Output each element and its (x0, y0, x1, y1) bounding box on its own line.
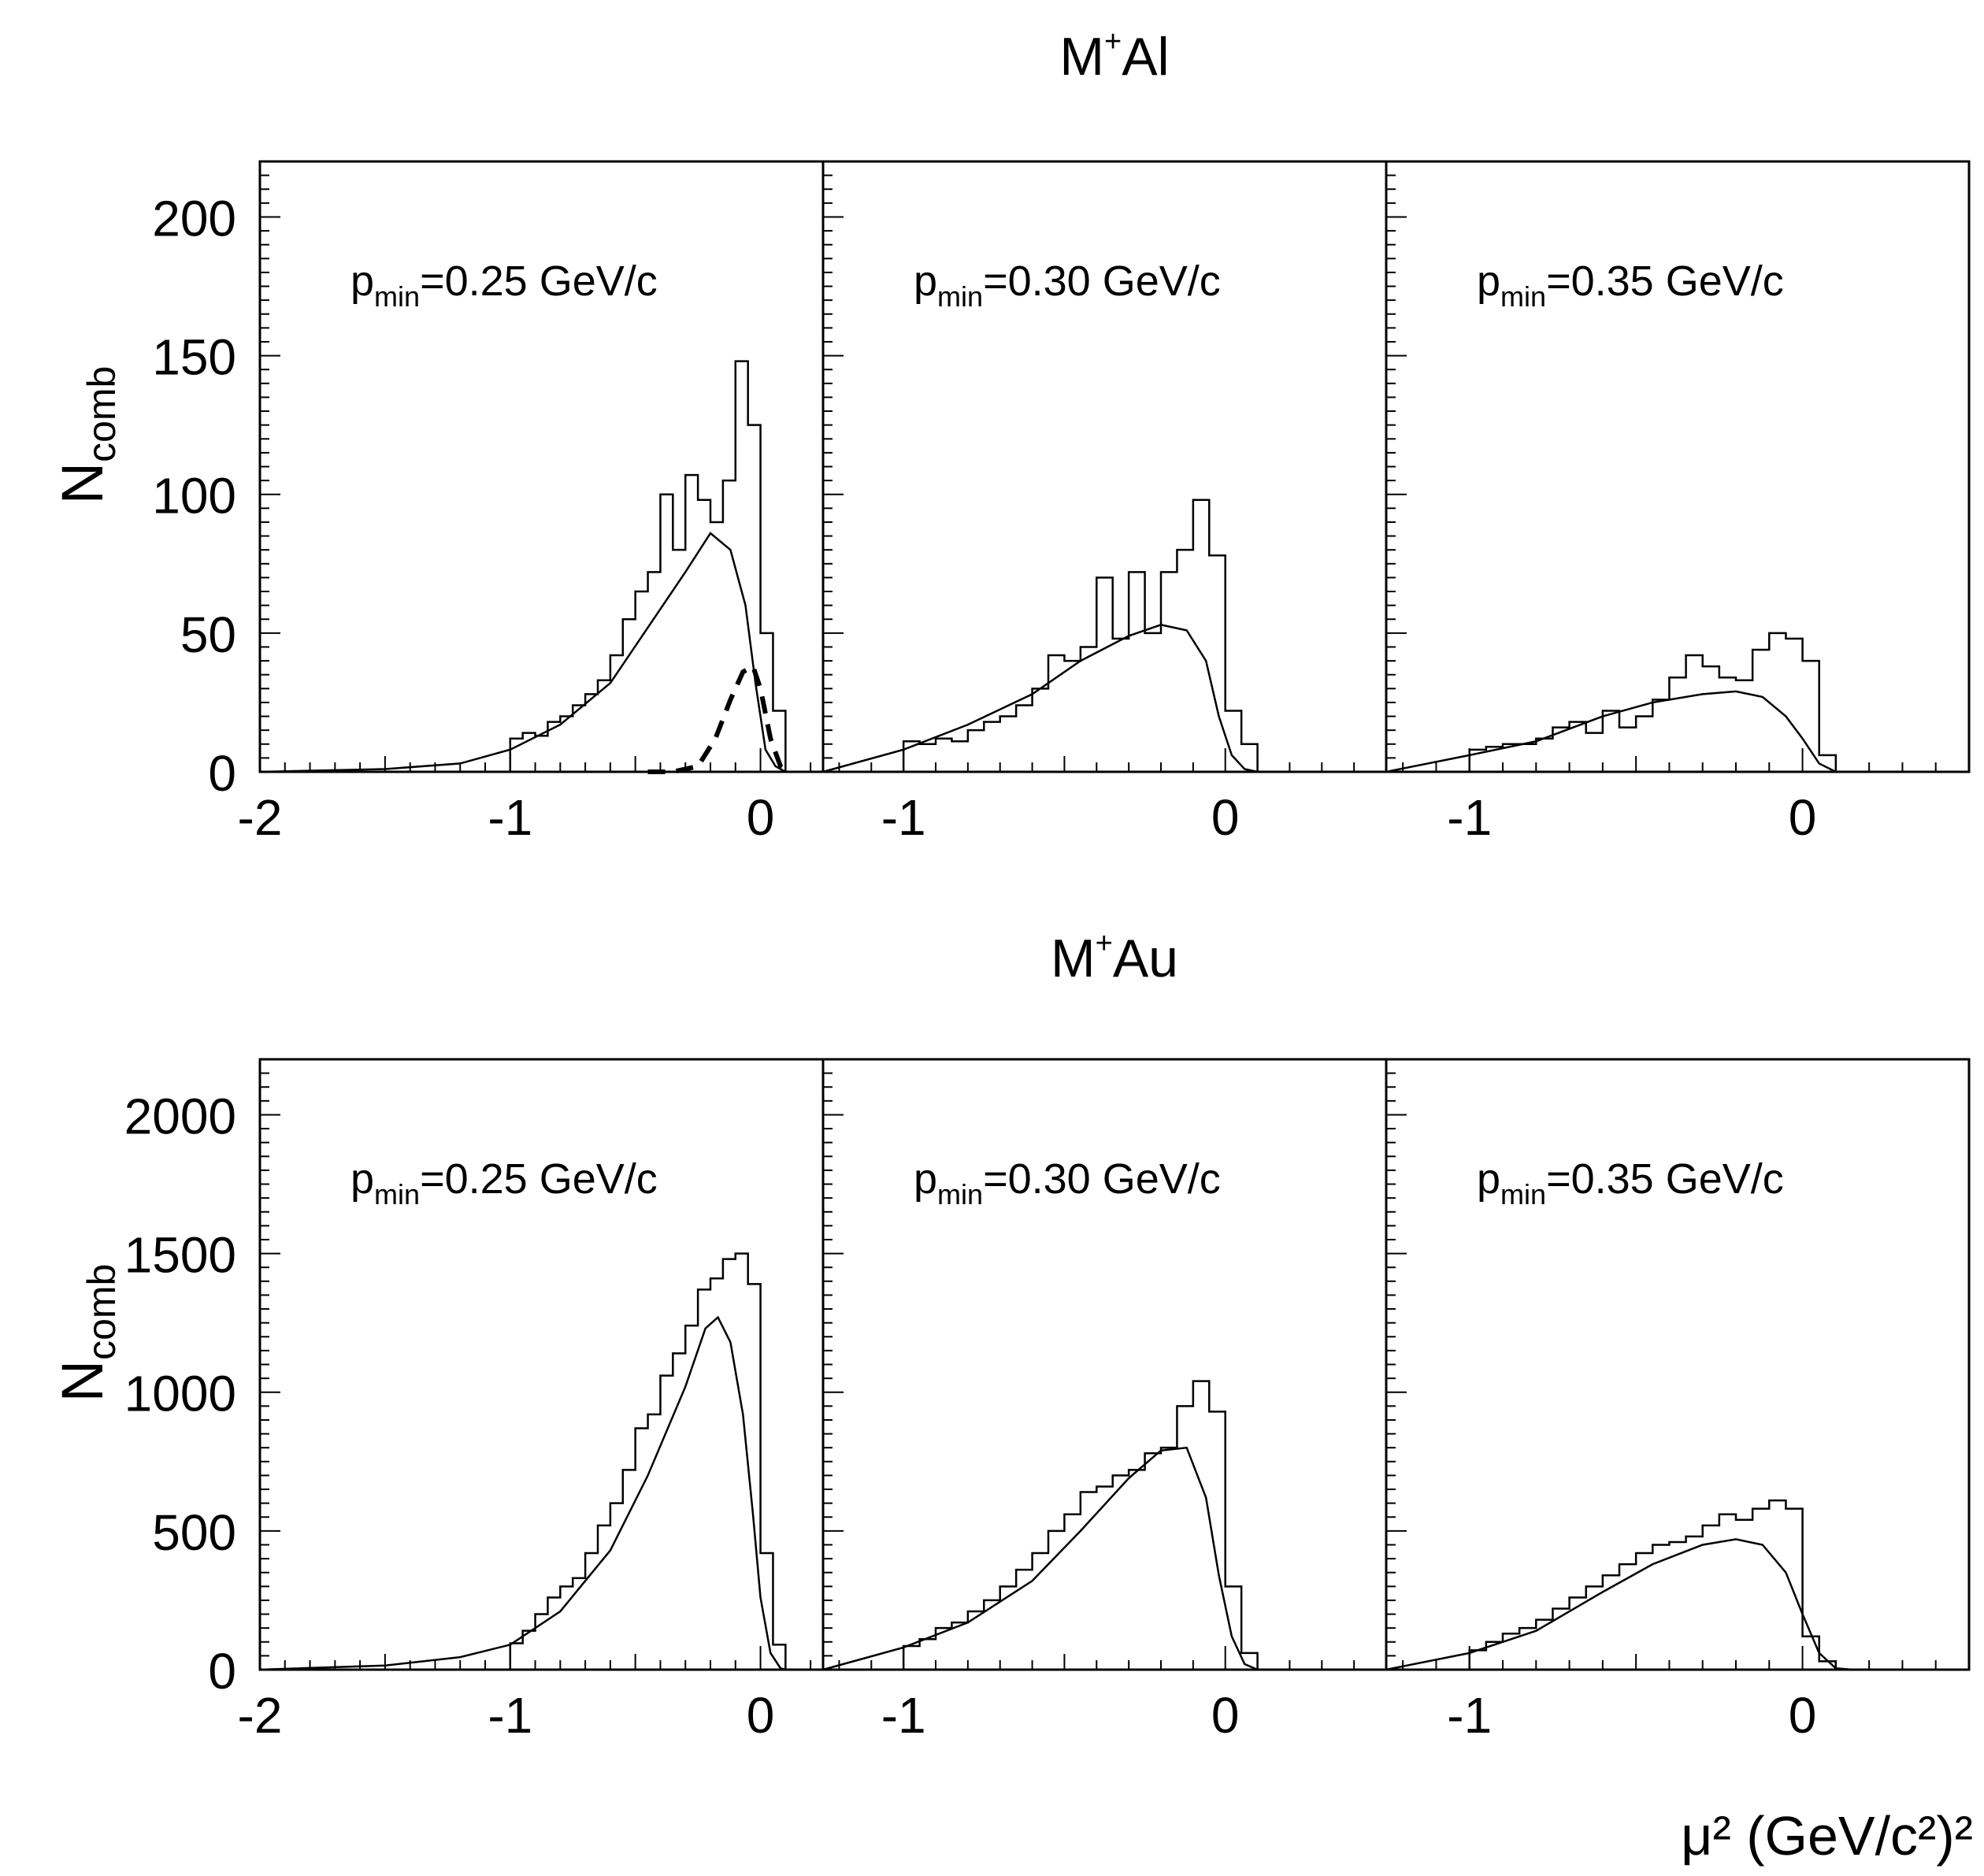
y-tick-label: 500 (152, 1504, 236, 1561)
histogram-series (823, 499, 1386, 773)
fit-curve (1385, 690, 1837, 773)
y-axis-label: Ncomb (50, 366, 124, 505)
panel-al-3: -1 0 pmin=0.35 GeV/c (1385, 160, 1971, 846)
panel-au-1: -2 -1 0 pmin=0.25 GeV/c (238, 1058, 825, 1744)
x-tick-label: -1 (881, 1687, 926, 1744)
pmin-label: pmin=0.35 GeV/c (1477, 258, 1784, 313)
y-tick-label: 0 (208, 745, 236, 802)
panel-frame (258, 1058, 825, 1671)
panel-al-2: -1 0 pmin=0.30 GeV/c (821, 160, 1388, 846)
fit-curve (259, 532, 786, 773)
fit-curve (822, 623, 1258, 773)
x-tick-label: 0 (1211, 789, 1240, 846)
y-tick-label: 0 (208, 1643, 236, 1700)
x-tick-label: 0 (747, 1687, 775, 1744)
histogram-series (823, 1380, 1386, 1671)
panel-frame (1385, 1058, 1971, 1671)
y-tick-label: 100 (152, 468, 236, 525)
panel-au-2: -1 0 pmin=0.30 GeV/c (821, 1058, 1388, 1744)
y-axis-label: Ncomb (50, 1264, 124, 1403)
pmin-label: pmin=0.25 GeV/c (350, 258, 658, 313)
y-tick-label: 1000 (124, 1366, 236, 1422)
x-tick-label: 0 (1789, 789, 1817, 846)
chart-title: M+Au (1051, 927, 1178, 988)
x-tick-label: -1 (881, 789, 926, 846)
panel-frame (1385, 160, 1971, 773)
panel-frame (821, 160, 1388, 773)
fit-component-dashed (647, 662, 792, 774)
y-tick-label: 200 (152, 190, 236, 247)
panel-al-1: -2 -1 0 pmin=0.25 GeV/c (238, 160, 825, 846)
pmin-label: pmin=0.35 GeV/c (1477, 1155, 1784, 1211)
y-tick-label: 1500 (124, 1227, 236, 1284)
histogram-series (260, 1252, 823, 1671)
y-tick-label: 2000 (124, 1088, 236, 1144)
x-tick-label: -1 (488, 1687, 532, 1744)
x-tick-label: 0 (1211, 1687, 1240, 1744)
fit-curve (822, 1446, 1259, 1671)
x-axis-label: μ² (GeV/c²)² (1681, 1805, 1973, 1867)
x-tick-label: -2 (238, 1687, 283, 1744)
y-tick-label: 150 (152, 329, 236, 386)
fit-curve (1385, 1538, 1853, 1671)
x-tick-label: -1 (1447, 1687, 1492, 1744)
chart-title: M+Al (1059, 25, 1169, 87)
histogram-series (1386, 632, 1969, 773)
histogram-series (1386, 1499, 1969, 1671)
pmin-label: pmin=0.25 GeV/c (350, 1155, 658, 1211)
x-tick-label: -2 (238, 789, 283, 846)
panel-au-3: -1 0 pmin=0.35 GeV/c (1385, 1058, 1971, 1744)
fit-curve (259, 1315, 786, 1671)
panel-frame (821, 1058, 1388, 1671)
y-tick-label: 50 (180, 606, 236, 663)
pmin-label: pmin=0.30 GeV/c (914, 1155, 1221, 1211)
x-tick-label: -1 (488, 789, 532, 846)
histogram-series (260, 360, 823, 773)
x-tick-label: -1 (1447, 789, 1492, 846)
x-tick-label: 0 (747, 789, 775, 846)
x-tick-label: 0 (1789, 1687, 1817, 1744)
pmin-label: pmin=0.30 GeV/c (914, 258, 1221, 313)
